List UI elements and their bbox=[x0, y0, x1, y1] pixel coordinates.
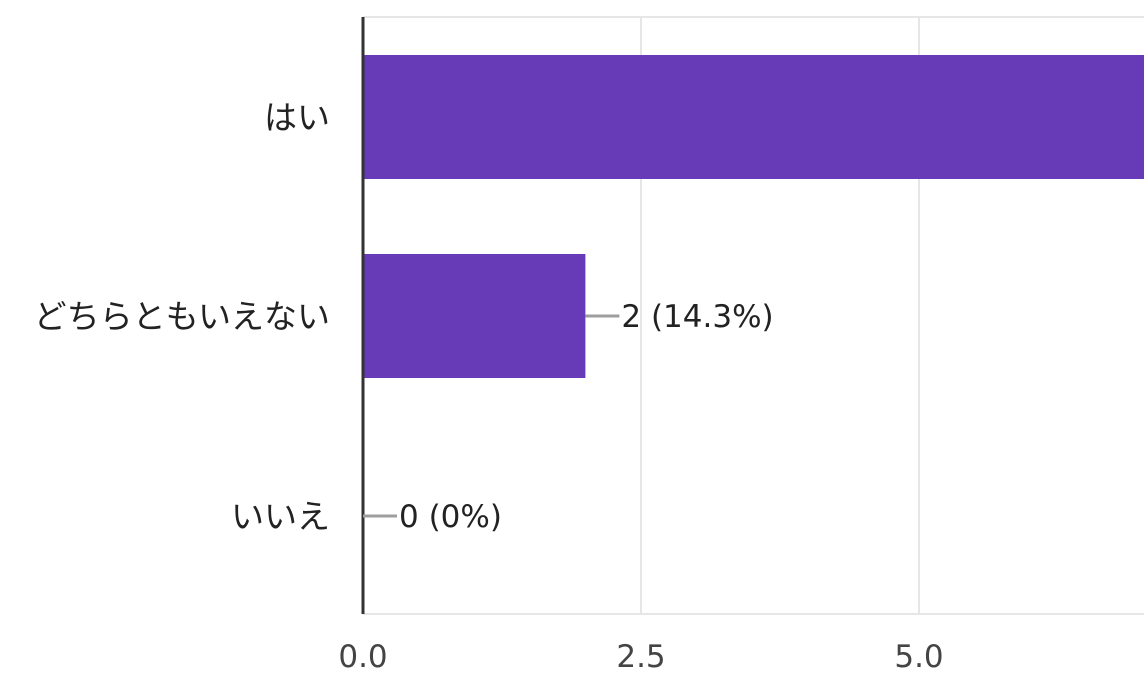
data-label: 2 (14.3%) bbox=[621, 299, 773, 335]
x-tick-label: 2.5 bbox=[616, 639, 665, 671]
x-tick-label: 0.0 bbox=[338, 639, 387, 671]
x-tick-label: 5.0 bbox=[894, 639, 943, 671]
bar-layer bbox=[363, 55, 1144, 378]
bar-0 bbox=[363, 55, 1144, 179]
category-label: はい bbox=[264, 98, 330, 137]
category-label: いいえ bbox=[231, 497, 330, 536]
data-label: 0 (0%) bbox=[399, 499, 502, 535]
bar-1 bbox=[363, 254, 586, 378]
category-label: どちらともいえない bbox=[34, 297, 330, 336]
